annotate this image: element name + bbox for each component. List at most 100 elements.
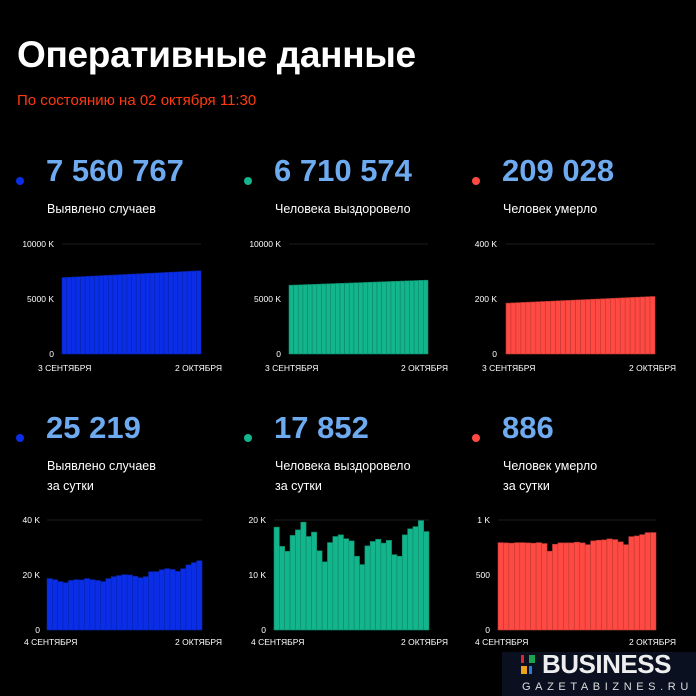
bar [535,301,542,355]
stat-label: Человек умерло [503,459,598,473]
bar [619,297,626,355]
bar [381,281,387,355]
bar-chart: 0 20 K 40 K 4 СЕНТЯБРЯ 2 ОКТЯБРЯ [23,515,223,647]
bar [302,284,308,355]
bar [89,579,96,631]
stat-label-sub: за сутки [503,479,550,493]
bar [629,297,636,355]
bar [343,538,350,631]
bar [80,276,86,355]
bar [364,545,371,631]
bar [332,536,339,631]
stat-label: Выявлено случаев [47,459,156,473]
bar [163,272,169,355]
watermark: BUSINESS GAZETABIZNES.RU [502,651,696,696]
bar [89,275,95,355]
bar [390,281,396,355]
bar [628,536,635,631]
legend-dot-icon [472,177,480,185]
stat-value: 7 560 767 [46,153,184,188]
bar [164,568,171,631]
y-tick-label: 5000 K [254,294,281,304]
bar [525,301,532,355]
bar [634,296,641,355]
bar [595,539,602,631]
legend-dot-icon [244,177,252,185]
y-tick-label: 0 [492,349,497,359]
bar [100,581,107,631]
bar [508,542,515,631]
bar [595,298,601,355]
bar [609,298,616,355]
x-tick-label-start: 3 СЕНТЯБРЯ [38,363,91,373]
bar [552,544,559,631]
bar [142,576,149,631]
bar [505,302,512,355]
bar [639,296,646,355]
bar [177,271,183,355]
bar [321,561,328,631]
page-title: Оперативные данные [17,34,416,75]
y-tick-label: 10000 K [22,239,54,249]
y-tick-label: 0 [49,349,54,359]
bar [131,273,137,355]
x-tick-label-start: 4 СЕНТЯБРЯ [251,637,304,647]
bar [273,526,280,631]
bar [369,541,376,631]
bar [307,284,313,355]
y-tick-label: 0 [276,349,281,359]
bar [321,283,327,355]
bar [565,300,571,355]
bar [353,555,360,631]
bar [584,544,591,631]
bar [600,298,606,355]
bar [413,280,420,355]
bar [78,579,85,631]
y-tick-label: 500 [476,570,490,580]
stat-value: 6 710 574 [274,153,412,188]
y-tick-label: 10000 K [249,239,281,249]
bar [541,543,548,631]
y-tick-label: 200 K [475,294,498,304]
x-tick-label-end: 2 ОКТЯБРЯ [401,637,448,647]
bar [348,282,355,355]
bar [316,283,322,355]
bar [650,532,657,631]
bar [385,540,392,631]
timestamp-subtitle: По состоянию на 02 октября 11:30 [17,92,257,109]
bar [545,301,552,355]
bar [557,542,564,631]
bar [112,274,118,355]
bar [391,554,398,631]
bar [560,300,566,355]
bar [395,280,401,355]
bar [555,300,561,355]
bar [84,276,91,355]
bar [530,301,537,355]
bar [279,546,285,631]
bar [154,272,160,355]
stat-label: Человека выздоровело [275,202,411,216]
bar [105,578,112,631]
bar-chart: 0 200 K 400 K 3 СЕНТЯБРЯ 2 ОКТЯБРЯ [475,239,676,373]
bar [404,280,410,355]
bar [288,284,294,355]
stat-value: 209 028 [502,153,615,188]
bar [316,550,323,631]
watermark-site: GAZETABIZNES.RU [522,681,693,693]
bar [358,282,364,355]
stat-label: Человек умерло [503,202,598,216]
bar [376,281,382,355]
bar [94,580,101,631]
y-tick-label: 20 K [249,515,267,525]
bar [530,542,537,631]
bar [335,283,341,355]
x-tick-label-start: 4 СЕНТЯБРЯ [24,637,77,647]
bar [601,539,608,631]
bar [617,541,624,631]
x-tick-label-end: 2 ОКТЯБРЯ [629,363,676,373]
bar [103,275,109,355]
bar [359,564,366,631]
x-tick-label-end: 2 ОКТЯБРЯ [401,363,448,373]
bar-chart: 0 5000 K 10000 K 3 СЕНТЯБРЯ 2 ОКТЯБРЯ [249,239,448,373]
